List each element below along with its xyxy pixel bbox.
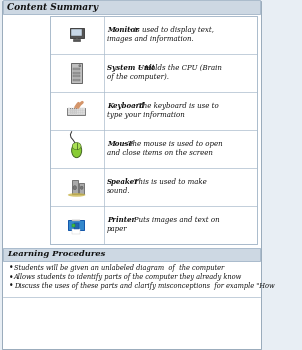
Text: Content Summary: Content Summary (7, 2, 98, 12)
Text: - Holds the CPU (Brain: - Holds the CPU (Brain (138, 64, 222, 72)
FancyBboxPatch shape (69, 110, 70, 112)
FancyBboxPatch shape (73, 75, 80, 77)
Text: paper: paper (107, 225, 128, 233)
Text: Monitor: Monitor (107, 26, 139, 34)
Text: - The keyboard is use to: - The keyboard is use to (130, 102, 219, 110)
FancyBboxPatch shape (71, 110, 72, 112)
FancyBboxPatch shape (79, 110, 81, 112)
FancyBboxPatch shape (77, 112, 79, 114)
Text: Mouse: Mouse (107, 140, 133, 148)
FancyBboxPatch shape (4, 0, 259, 14)
Text: •: • (9, 281, 13, 290)
FancyBboxPatch shape (72, 112, 74, 114)
FancyBboxPatch shape (71, 108, 72, 110)
FancyBboxPatch shape (4, 248, 259, 261)
Text: System Unit: System Unit (107, 64, 155, 72)
Text: Speaker: Speaker (107, 178, 139, 186)
FancyBboxPatch shape (69, 220, 84, 230)
FancyBboxPatch shape (79, 112, 81, 114)
FancyBboxPatch shape (69, 108, 70, 110)
FancyBboxPatch shape (76, 37, 78, 39)
FancyBboxPatch shape (70, 28, 84, 38)
Ellipse shape (72, 142, 81, 150)
Circle shape (80, 186, 83, 189)
FancyBboxPatch shape (83, 112, 85, 114)
FancyBboxPatch shape (69, 112, 70, 114)
Text: - is used to display text,: - is used to display text, (127, 26, 214, 34)
Text: - This is used to make: - This is used to make (127, 178, 206, 186)
FancyBboxPatch shape (50, 16, 257, 244)
FancyBboxPatch shape (77, 108, 79, 110)
FancyBboxPatch shape (79, 183, 84, 194)
Text: - The mouse is used to open: - The mouse is used to open (121, 140, 223, 148)
FancyBboxPatch shape (73, 71, 80, 74)
FancyBboxPatch shape (73, 68, 80, 70)
FancyBboxPatch shape (75, 110, 76, 112)
FancyBboxPatch shape (72, 110, 74, 112)
Text: •: • (9, 273, 13, 281)
FancyBboxPatch shape (81, 112, 83, 114)
Text: Allows students to identify parts of the computer they already know: Allows students to identify parts of the… (14, 273, 242, 281)
Ellipse shape (68, 193, 85, 197)
FancyBboxPatch shape (83, 110, 85, 112)
FancyBboxPatch shape (71, 63, 82, 83)
FancyBboxPatch shape (72, 108, 74, 110)
Text: and close items on the screen: and close items on the screen (107, 149, 213, 157)
FancyBboxPatch shape (72, 229, 80, 234)
FancyBboxPatch shape (77, 110, 79, 112)
Text: Discuss the uses of these parts and clarify misconceptions  for example "How: Discuss the uses of these parts and clar… (14, 282, 275, 290)
FancyBboxPatch shape (73, 223, 79, 229)
FancyBboxPatch shape (75, 112, 76, 114)
FancyBboxPatch shape (81, 108, 83, 110)
FancyBboxPatch shape (75, 108, 76, 110)
Circle shape (79, 65, 81, 67)
Text: Learning Procedures: Learning Procedures (7, 251, 105, 259)
FancyBboxPatch shape (73, 39, 80, 41)
FancyBboxPatch shape (71, 112, 72, 114)
Text: type your information: type your information (107, 111, 185, 119)
FancyBboxPatch shape (79, 108, 81, 110)
Text: Keyboard: Keyboard (107, 102, 144, 110)
FancyBboxPatch shape (71, 29, 82, 36)
FancyBboxPatch shape (83, 108, 85, 110)
FancyBboxPatch shape (67, 108, 85, 114)
FancyBboxPatch shape (72, 224, 75, 227)
Circle shape (73, 186, 76, 190)
FancyBboxPatch shape (73, 79, 80, 81)
Text: Printer: Printer (107, 216, 135, 224)
FancyBboxPatch shape (2, 1, 261, 349)
Text: - Puts images and text on: - Puts images and text on (127, 216, 219, 224)
FancyBboxPatch shape (72, 219, 80, 222)
FancyBboxPatch shape (72, 180, 78, 194)
Ellipse shape (72, 143, 82, 158)
Text: •: • (9, 264, 13, 273)
Text: Students will be given an unlabeled diagram  of  the computer: Students will be given an unlabeled diag… (14, 264, 224, 272)
Text: images and information.: images and information. (107, 35, 194, 43)
FancyBboxPatch shape (81, 110, 83, 112)
Text: sound.: sound. (107, 187, 131, 195)
Text: of the computer).: of the computer). (107, 73, 169, 81)
